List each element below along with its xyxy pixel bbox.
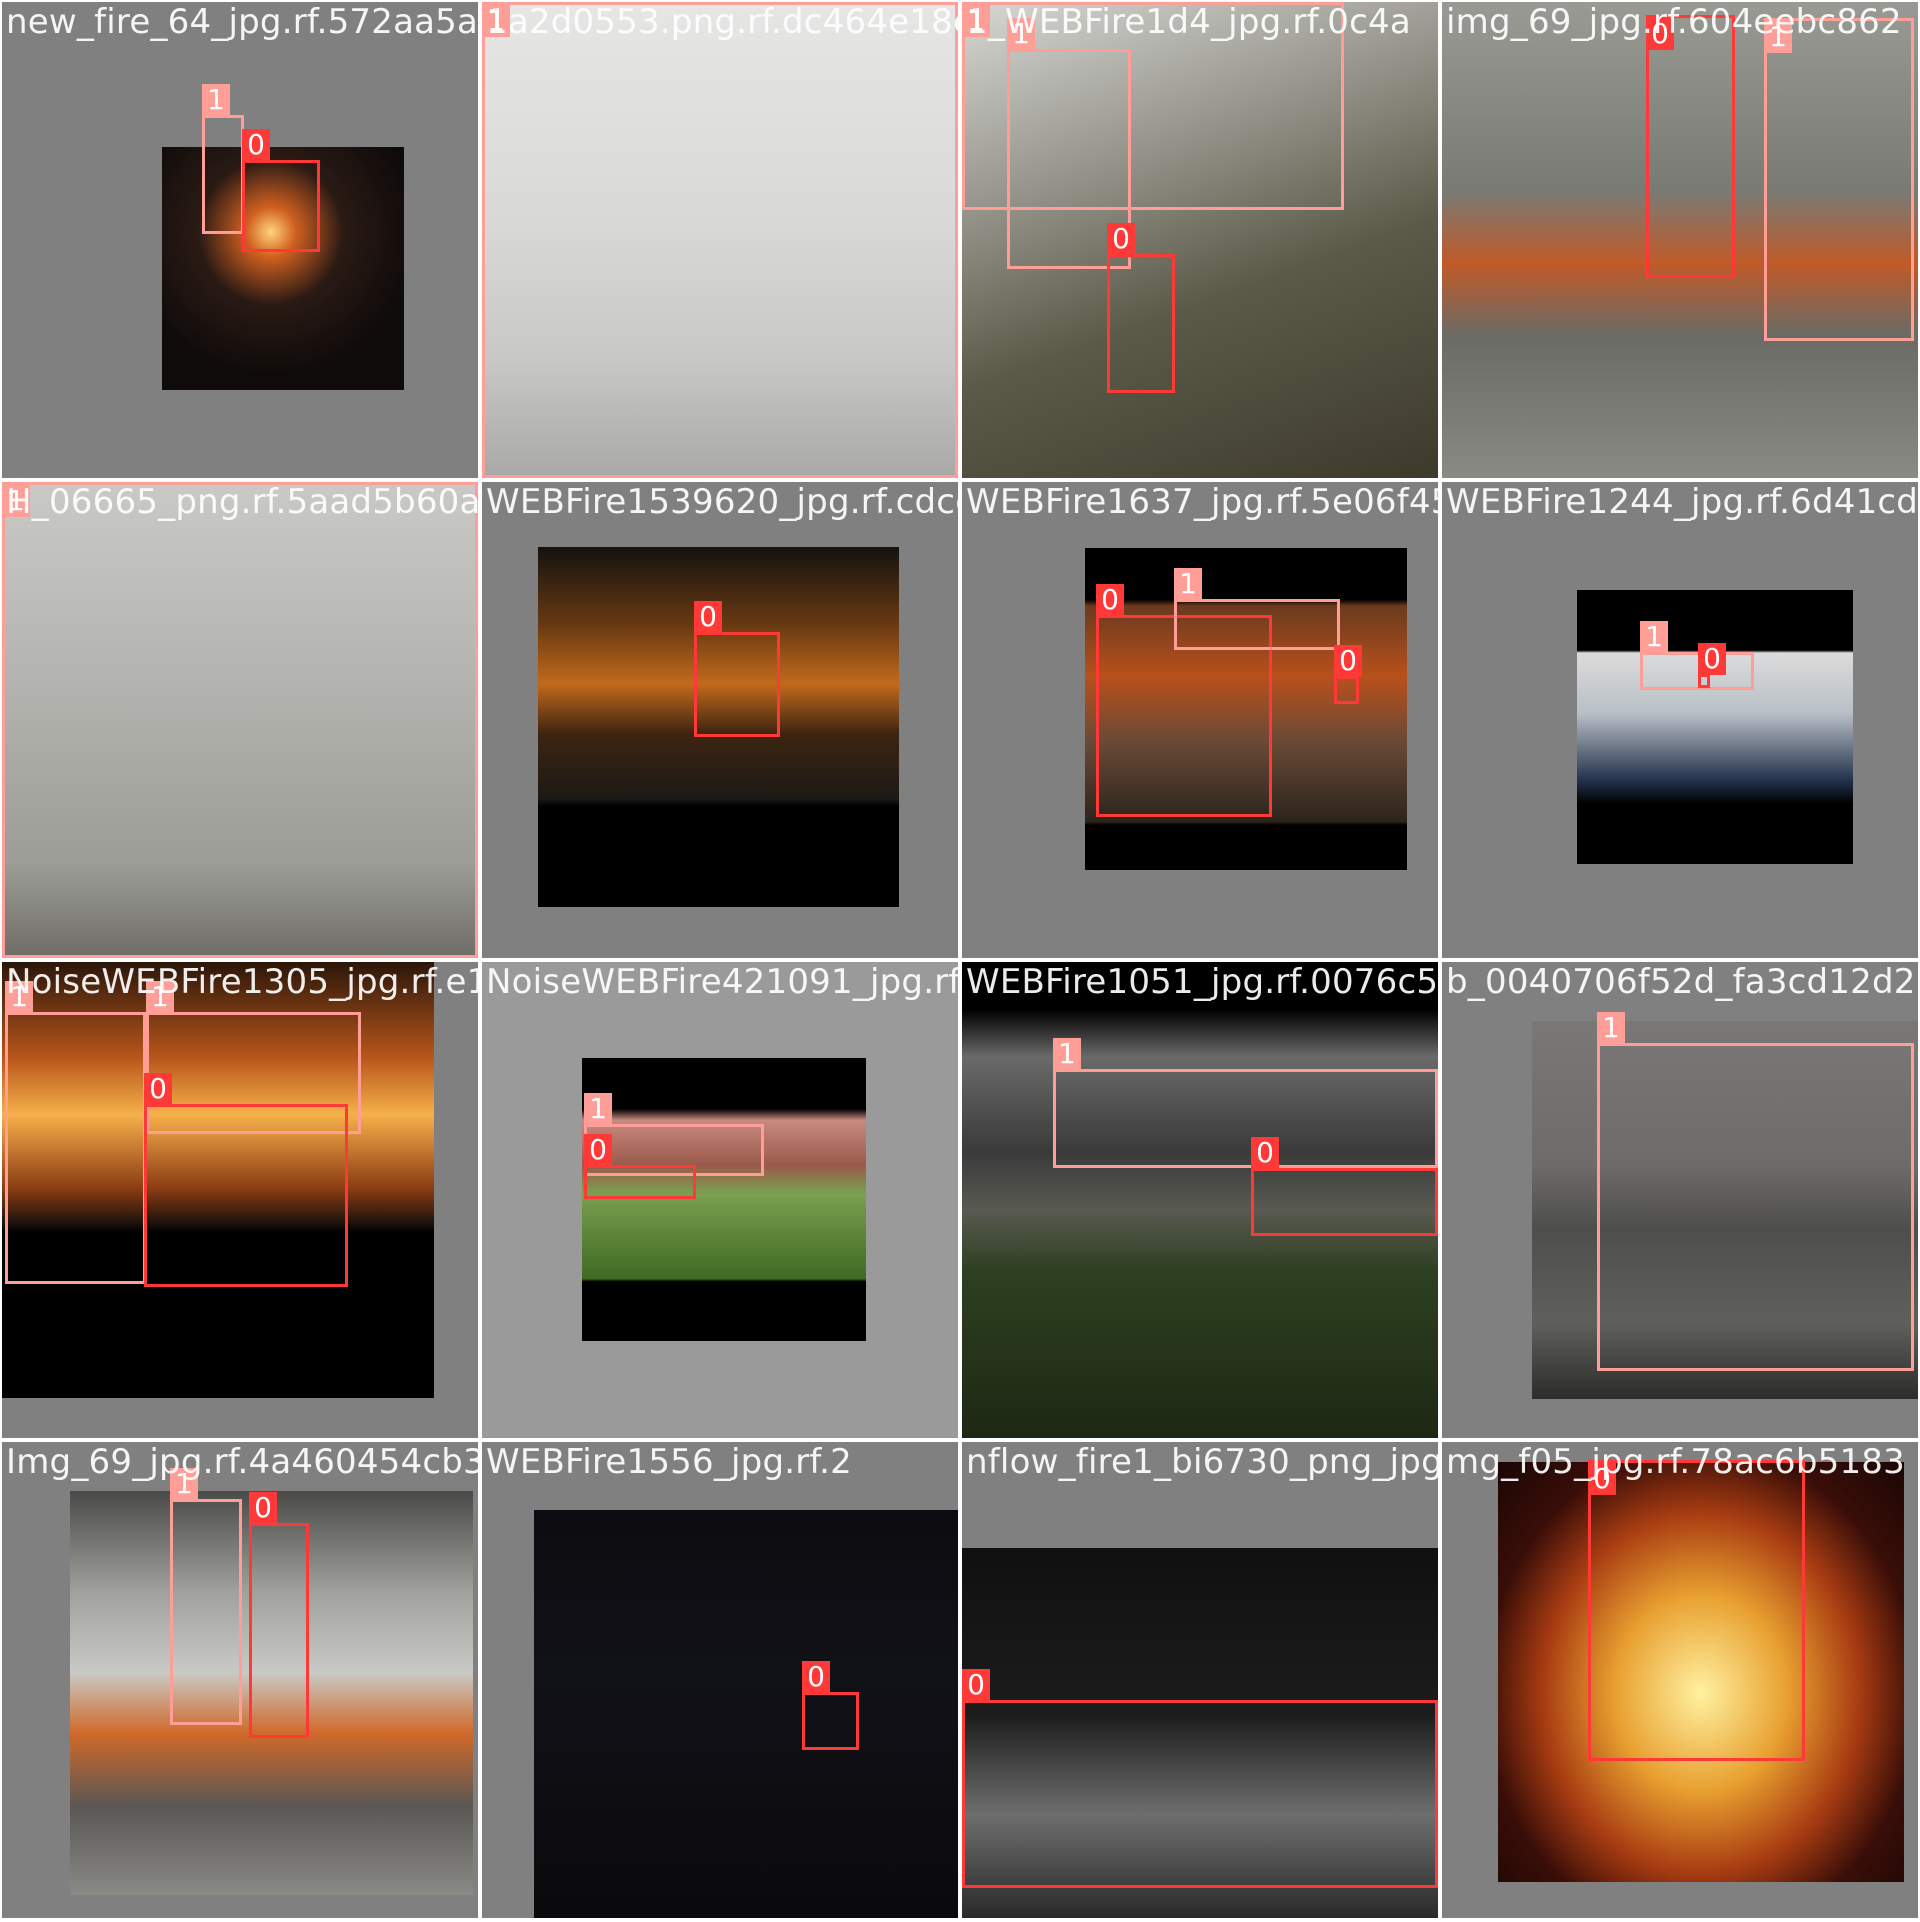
image-tile: 0 1 0 WEBFire1637_jpg.rf.5e06f45	[962, 482, 1438, 958]
bbox-class-0: 0	[1334, 645, 1362, 704]
bbox-label: 0	[1334, 645, 1362, 677]
image-tile: 1 0 WEBFire1051_jpg.rf.0076c5	[962, 962, 1438, 1438]
image-tile: 1 H_06665_png.rf.5aad5b60a	[2, 482, 478, 958]
bbox-class-0: 0	[962, 1669, 1438, 1888]
bbox-class-0: 0	[1698, 643, 1726, 688]
bbox-label: 1	[1007, 18, 1035, 50]
bbox-label: 1	[482, 5, 510, 37]
tile-filename: new_fire_64_jpg.rf.572aa5a	[6, 2, 478, 42]
bbox-class-0: 0	[694, 601, 780, 737]
image-tile: 0 1 img_69_jpg.rf.604eebc862	[1442, 2, 1918, 478]
bbox-class-0: 0	[584, 1134, 696, 1199]
tile-filename: nflow_fire1_bi6730_png_jpg.rf	[966, 1442, 1438, 1482]
tile-image	[2, 962, 434, 1398]
tile-image	[534, 1510, 958, 1918]
image-tile: 1 0 WEBFire1244_jpg.rf.6d41cd	[1442, 482, 1918, 958]
image-tile: 1 b_0040706f52d_fa3cd12d23	[1442, 962, 1918, 1438]
bbox-label: 0	[694, 601, 722, 633]
bbox-label: 0	[962, 1669, 990, 1701]
tile-filename: Img_69_jpg.rf.4a460454cb3	[6, 1442, 478, 1482]
bbox-class-0: 0	[144, 1073, 348, 1287]
tile-image	[482, 2, 958, 478]
bbox-label: 0	[1646, 18, 1674, 50]
tile-image	[2, 482, 478, 958]
bbox-label: 0	[1096, 584, 1124, 616]
tile-image	[582, 1058, 866, 1341]
tile-filename: WEBFire1539620_jpg.rf.cdceda	[486, 482, 958, 522]
tile-filename: b_0040706f52d_fa3cd12d23	[1446, 962, 1918, 1002]
bbox-label: 1	[202, 84, 230, 116]
bbox-class-1: 1	[5, 981, 146, 1284]
tile-filename: WEBFire1244_jpg.rf.6d41cd	[1446, 482, 1918, 522]
bbox-label: 1	[584, 1093, 612, 1125]
bbox-class-0: 0	[1251, 1137, 1438, 1236]
bbox-class-0: 0	[242, 129, 320, 252]
image-tile: 0 mg_f05_jpg.rf.78ac6b5183	[1442, 1442, 1918, 1918]
tile-image	[70, 1491, 473, 1895]
bbox-label: 1	[1640, 621, 1668, 653]
bbox-label: 1	[5, 981, 33, 1013]
bbox-label: 1	[1174, 568, 1202, 600]
bbox-label: 1	[2, 485, 30, 517]
grid-separator	[0, 958, 1920, 962]
tile-filename: WEBFire1637_jpg.rf.5e06f45	[966, 482, 1438, 522]
grid-separator	[1438, 0, 1442, 1920]
bbox-label: 0	[1588, 1463, 1616, 1495]
bbox-class-1: 1	[1640, 621, 1754, 690]
bbox-label: 1	[1597, 1012, 1625, 1044]
tile-image	[1532, 1021, 1918, 1399]
grid-separator	[1918, 0, 1920, 1920]
bbox-label: 1	[1053, 1038, 1081, 1070]
bbox-label: 0	[1251, 1137, 1279, 1169]
image-tile: 1 1 0 NoiseWEBFire1305_jpg.rf.e1	[2, 962, 478, 1438]
image-tile: 1 0 new_fire_64_jpg.rf.572aa5a	[2, 2, 478, 478]
bbox-label: 0	[249, 1492, 277, 1524]
image-tile: 0 nflow_fire1_bi6730_png_jpg.rf	[962, 1442, 1438, 1918]
bbox-label: 0	[1107, 223, 1135, 255]
tile-image	[1498, 1462, 1904, 1882]
tile-image	[1577, 590, 1853, 864]
bbox-class-0: 0	[1096, 584, 1272, 817]
image-tile: 0 WEBFire1539620_jpg.rf.cdceda	[482, 482, 958, 958]
bbox-class-1: 1	[962, 2, 1344, 210]
grid-separator	[0, 1438, 1920, 1442]
image-tile: 1 1 0 1_WEBFire1d4_jpg.rf.0c4a	[962, 2, 1438, 478]
bbox-class-1: 1	[1174, 568, 1340, 650]
grid-separator	[0, 1918, 1920, 1922]
bbox-class-1: 1	[482, 2, 958, 478]
bbox-class-0: 0	[1646, 15, 1735, 278]
bbox-label: 1	[146, 981, 174, 1013]
bbox-label: 1	[962, 5, 990, 37]
bbox-class-1: 1	[170, 1468, 242, 1725]
tile-filename: NoiseWEBFire421091_jpg.rf.d8	[486, 962, 958, 1002]
bbox-label: 0	[802, 1661, 830, 1693]
bbox-label: 0	[1698, 643, 1726, 675]
tile-image	[962, 1548, 1438, 1918]
bbox-label: 1	[170, 1468, 198, 1500]
bbox-class-0: 0	[1588, 1460, 1805, 1761]
bbox-class-0: 0	[249, 1492, 309, 1738]
tile-image	[962, 2, 1438, 478]
bbox-class-1: 1	[146, 981, 361, 1134]
tile-filename: WEBFire1556_jpg.rf.2	[486, 1442, 852, 1482]
bbox-class-0: 0	[802, 1661, 859, 1750]
image-tile: 0 WEBFire1556_jpg.rf.2	[482, 1442, 958, 1918]
bbox-label: 0	[242, 129, 270, 161]
bbox-class-1: 1	[2, 482, 478, 958]
bbox-class-1: 1	[1597, 1012, 1914, 1371]
bbox-label: 0	[144, 1073, 172, 1105]
bbox-label: 0	[584, 1134, 612, 1166]
image-tile: 1 0 Img_69_jpg.rf.4a460454cb3	[2, 1442, 478, 1918]
bbox-class-1: 1	[1053, 1038, 1438, 1168]
bbox-class-0: 0	[1107, 223, 1175, 393]
image-tile: 1 1a2d0553.png.rf.dc464e18e	[482, 2, 958, 478]
bbox-class-1: 1	[1007, 18, 1131, 269]
bbox-class-1: 1	[1764, 18, 1914, 341]
image-tile: 1 0 NoiseWEBFire421091_jpg.rf.d8	[482, 962, 958, 1438]
tile-image	[962, 962, 1438, 1438]
bbox-label: 1	[1764, 21, 1792, 53]
bbox-class-1: 1	[202, 84, 244, 234]
tile-image	[1442, 2, 1918, 478]
